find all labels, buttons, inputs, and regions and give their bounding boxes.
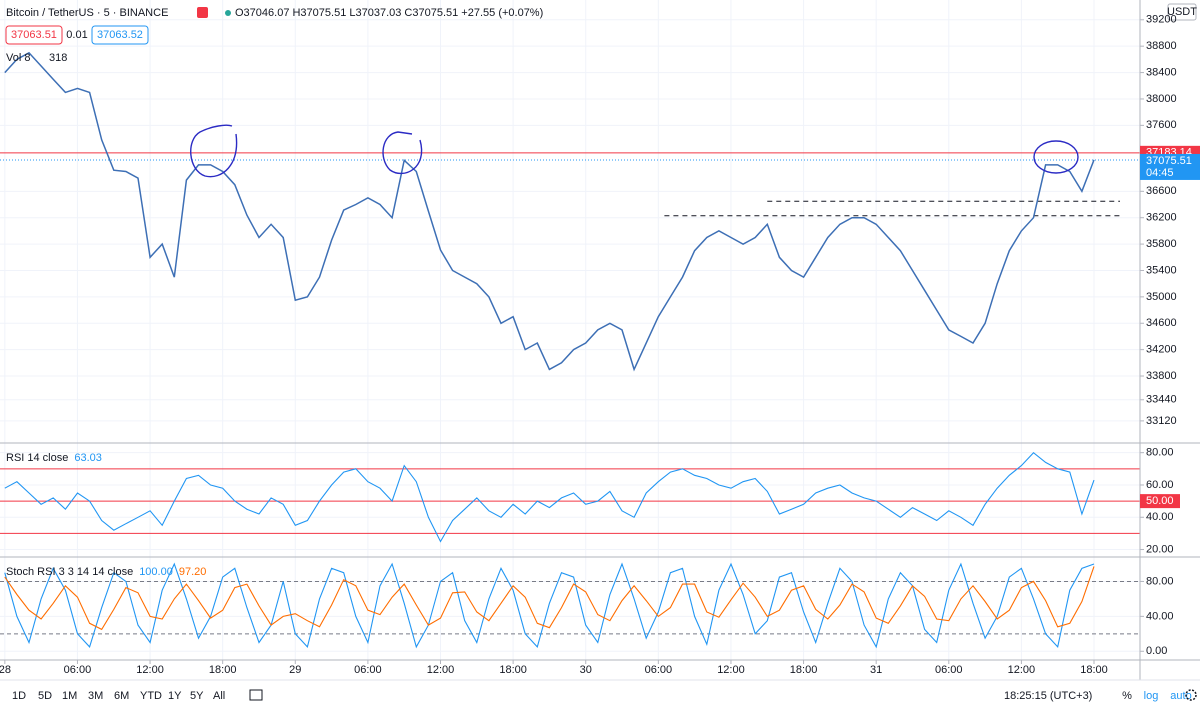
x-tick-label: 12:00 — [427, 664, 455, 676]
y-tick-label: 80.00 — [1146, 575, 1174, 587]
y-tick-label: 35800 — [1146, 238, 1177, 250]
marks — [0, 51, 1140, 649]
y-tick-label: 33120 — [1146, 415, 1177, 427]
x-tick-label: 18:00 — [790, 664, 818, 676]
x-tick-label: 06:00 — [645, 664, 673, 676]
clock: 18:25:15 (UTC+3) — [1004, 690, 1092, 702]
range-button[interactable]: 1Y — [168, 690, 182, 702]
toolbar: 1D 5D 1M 3M 6M YTD 1Y 5Y All 18:25:15 (UTC+3)% log… — [12, 690, 1192, 702]
y-tick-label: 33440 — [1146, 394, 1177, 406]
buy-box[interactable] — [91, 25, 149, 45]
drawing-circle — [190, 124, 238, 178]
y-tick-label: 33800 — [1146, 370, 1177, 382]
range-button[interactable]: YTD — [140, 690, 162, 702]
currency-box[interactable] — [1167, 3, 1197, 21]
mid-label: 50.00 — [1146, 495, 1174, 507]
y-tick-label: 38400 — [1146, 66, 1177, 78]
scale-option[interactable]: % — [1122, 690, 1132, 702]
x-tick-label: 06:00 — [64, 664, 92, 676]
buy-price: 37063.52 — [97, 29, 143, 41]
y-tick-label: 38000 — [1146, 93, 1177, 105]
pane-title: Stoch RSI 3 3 14 14 close — [6, 566, 133, 578]
x-tick-label: 18:00 — [499, 664, 527, 676]
spread: 0.01 — [66, 29, 87, 41]
y-tick-label: 40.00 — [1146, 511, 1174, 523]
series-line — [4, 566, 1095, 631]
y-tick-label: 36200 — [1146, 212, 1177, 224]
x-tick-label: 06:00 — [354, 664, 382, 676]
range-button[interactable]: 1D — [12, 690, 26, 702]
y-tick-label: 60.00 — [1146, 479, 1174, 491]
settings-icon[interactable] — [1185, 689, 1197, 701]
pane-title: RSI 14 close — [6, 452, 68, 464]
volume-name: Vol 8 — [6, 52, 30, 64]
sell-price: 37063.51 — [11, 29, 57, 41]
grid — [0, 0, 1140, 660]
x-tick-label: 12:00 — [136, 664, 164, 676]
y-tick-label: 40.00 — [1146, 610, 1174, 622]
series-line — [4, 451, 1095, 543]
series-line — [4, 51, 1095, 372]
scale-option[interactable]: auto — [1170, 690, 1191, 702]
y-tick-label: 36600 — [1146, 185, 1177, 197]
y-tick-label: 34600 — [1146, 317, 1177, 329]
y-tick-label: 39200 — [1146, 14, 1177, 26]
ohlc: O37046.07 H37075.51 L37037.03 C37075.51 … — [235, 7, 543, 19]
currency: USDT — [1167, 6, 1197, 18]
x-tick-label: 31 — [870, 664, 882, 676]
x-tick-label: 30 — [580, 664, 592, 676]
pane-legend-value: 63.03 — [74, 452, 102, 464]
y-tick-label: 37600 — [1146, 119, 1177, 131]
last-price-label: 37075.51 — [1146, 155, 1192, 167]
y-tick-label: 35000 — [1146, 291, 1177, 303]
countdown: 04:45 — [1146, 167, 1174, 179]
range-button[interactable]: 5Y — [190, 690, 204, 702]
x-tick-label: 12:00 — [1008, 664, 1036, 676]
flag-icon[interactable] — [197, 7, 208, 18]
scale-option[interactable]: log — [1144, 690, 1159, 702]
compare-icon[interactable] — [249, 689, 263, 701]
last-price-box — [1140, 153, 1200, 180]
range-button[interactable]: 5D — [38, 690, 52, 702]
y-tick-label: 0.00 — [1146, 645, 1167, 657]
drawing-circle — [382, 131, 423, 175]
pane-legend-value: 97.20 — [179, 566, 207, 578]
x-tick-label: 28 — [0, 664, 11, 676]
range-button[interactable]: 6M — [114, 690, 129, 702]
x-tick-label: 06:00 — [935, 664, 963, 676]
y-tick-label: 35400 — [1146, 264, 1177, 276]
range-button[interactable]: 1M — [62, 690, 77, 702]
x-tick-label: 18:00 — [1080, 664, 1108, 676]
x-tick-label: 12:00 — [717, 664, 745, 676]
range-button[interactable]: 3M — [88, 690, 103, 702]
y-tick-label: 20.00 — [1146, 543, 1174, 555]
y-tick-label: 38800 — [1146, 40, 1177, 52]
y-tick-label: 34200 — [1146, 344, 1177, 356]
mid-label-box — [1140, 494, 1180, 509]
pane-legend-value: 100.00 — [139, 566, 173, 578]
sell-box[interactable] — [5, 25, 63, 45]
drawing-circle — [1033, 140, 1079, 174]
volume-value: 318 — [49, 52, 67, 64]
x-tick-label: 29 — [289, 664, 301, 676]
range-button[interactable]: All — [213, 690, 225, 702]
status-dot — [225, 10, 231, 16]
symbol: Bitcoin / TetherUS · 5 · BINANCE — [6, 7, 168, 19]
x-tick-label: 18:00 — [209, 664, 237, 676]
y-tick-label: 80.00 — [1146, 447, 1174, 459]
